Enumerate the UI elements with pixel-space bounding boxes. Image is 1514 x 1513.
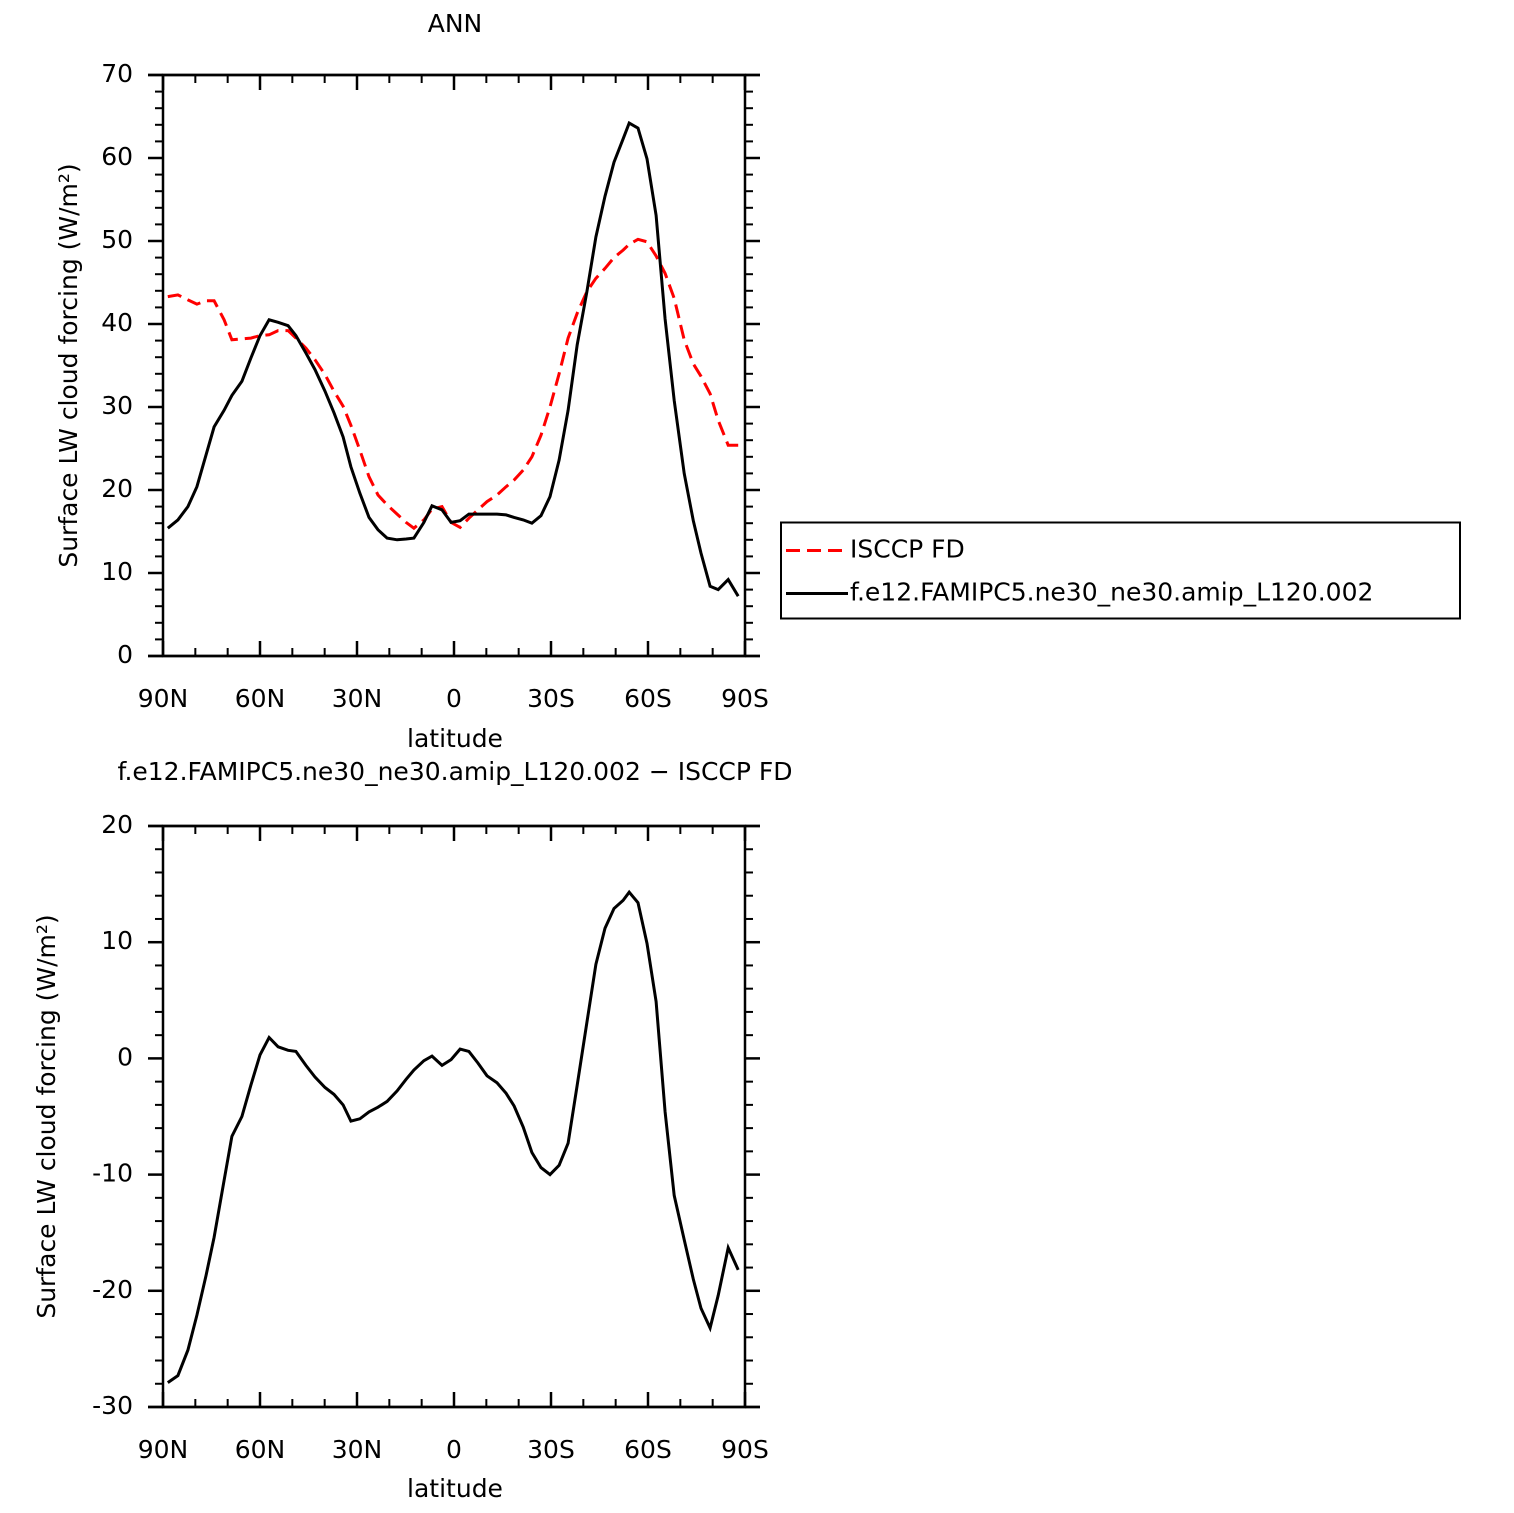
y-tick-label: -20 bbox=[92, 1275, 133, 1304]
x-tick-label: 90N bbox=[138, 1435, 189, 1464]
x-tick-label: 30N bbox=[332, 1435, 383, 1464]
y-axis-label: Surface LW cloud forcing (W/m²) bbox=[32, 914, 61, 1318]
plot-frame bbox=[161, 824, 747, 1409]
legend-box bbox=[780, 521, 1461, 620]
y-tick-label: -10 bbox=[92, 1159, 133, 1188]
x-tick-label: 60S bbox=[624, 1435, 672, 1464]
x-tick-label: 60N bbox=[235, 684, 286, 713]
data-line bbox=[167, 237, 739, 531]
data-line bbox=[166, 120, 740, 597]
y-tick-label: 10 bbox=[101, 557, 133, 586]
y-tick-label: 20 bbox=[101, 474, 133, 503]
y-tick-label: -30 bbox=[92, 1391, 133, 1420]
x-tick-label: 90N bbox=[138, 684, 189, 713]
x-tick-label: 60S bbox=[624, 684, 672, 713]
y-tick-label: 0 bbox=[117, 640, 133, 669]
y-tick-label: 50 bbox=[101, 225, 133, 254]
data-line bbox=[166, 889, 740, 1384]
y-tick-label: 60 bbox=[101, 142, 133, 171]
x-tick-label: 0 bbox=[446, 684, 462, 713]
x-tick-label: 90S bbox=[721, 1435, 769, 1464]
y-tick-label: 10 bbox=[101, 926, 133, 955]
panel: ANN latitude Surface LW cloud forcing (W/m… bbox=[54, 9, 1461, 753]
x-tick-label: 0 bbox=[446, 1435, 462, 1464]
panel: f.e12.FAMIPC5.ne30_ne30.amip_L120.002 − … bbox=[32, 757, 793, 1503]
y-tick-label: 70 bbox=[101, 59, 133, 88]
y-axis-label: Surface LW cloud forcing (W/m²) bbox=[54, 163, 83, 567]
legend-label: f.e12.FAMIPC5.ne30_ne30.amip_L120.002 bbox=[850, 578, 1373, 607]
x-tick-label: 30S bbox=[527, 1435, 575, 1464]
x-axis-label: latitude bbox=[407, 724, 503, 753]
x-tick-label: 60N bbox=[235, 1435, 286, 1464]
legend-label: ISCCP FD bbox=[850, 535, 965, 564]
x-tick-label: 30N bbox=[332, 684, 383, 713]
y-tick-label: 40 bbox=[101, 308, 133, 337]
x-tick-label: 30S bbox=[527, 684, 575, 713]
y-tick-label: 20 bbox=[101, 810, 133, 839]
plot-frame bbox=[161, 73, 747, 658]
y-tick-label: 30 bbox=[101, 391, 133, 420]
chart-title: ANN bbox=[428, 9, 483, 38]
x-axis-label: latitude bbox=[407, 1474, 503, 1503]
y-tick-label: 0 bbox=[117, 1042, 133, 1071]
chart-title: f.e12.FAMIPC5.ne30_ne30.amip_L120.002 − … bbox=[117, 757, 792, 786]
x-tick-label: 90S bbox=[721, 684, 769, 713]
